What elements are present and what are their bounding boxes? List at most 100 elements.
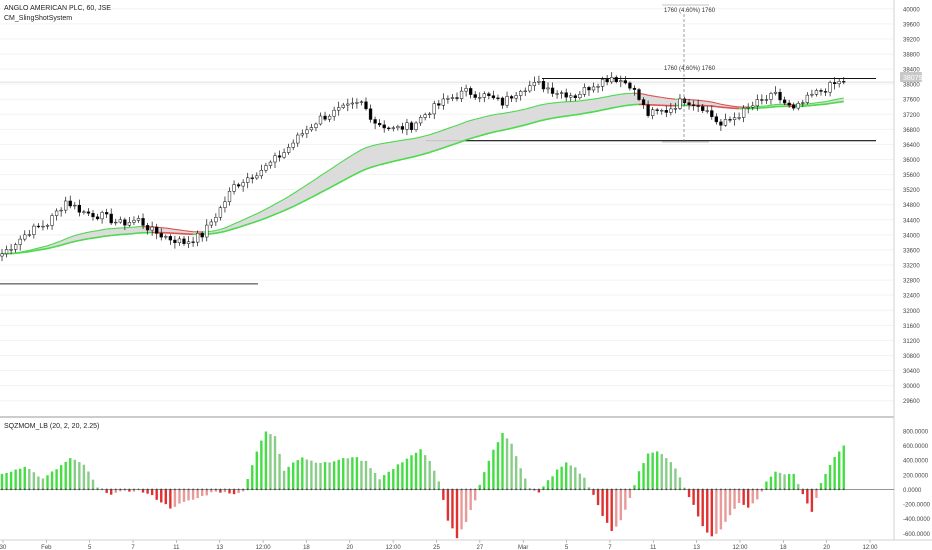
candle-body <box>546 87 550 90</box>
momentum-bar <box>201 489 204 496</box>
candle-body <box>50 215 54 226</box>
ema-slow-segment <box>461 139 467 143</box>
ema-slow-segment <box>370 165 376 169</box>
ema-fast-segment <box>379 142 385 145</box>
price-tick-label: 36800 <box>903 128 920 134</box>
candle-body <box>728 119 732 121</box>
candle-body <box>246 177 250 183</box>
candle-body <box>287 147 291 153</box>
momentum-bar <box>55 469 58 490</box>
momentum-bar <box>501 432 504 490</box>
ema-fast-segment <box>588 98 594 101</box>
momentum-bar <box>842 445 845 490</box>
ema-slow-segment <box>274 211 280 216</box>
momentum-bar <box>128 489 131 492</box>
ema-slow-segment <box>361 168 367 172</box>
momentum-bar <box>778 472 782 490</box>
candle-body <box>191 241 195 243</box>
ema-fast-segment <box>65 236 71 240</box>
ema-slow-segment <box>233 226 239 230</box>
ema-fast-segment <box>607 95 612 98</box>
price-tick-label: 30000 <box>903 384 920 390</box>
ema-fast-segment <box>702 100 708 102</box>
ema-fast-segment <box>420 135 426 138</box>
ema-fast-segment <box>729 105 735 107</box>
momentum-bar <box>519 468 522 490</box>
candle-body <box>255 175 259 179</box>
ema-slow-segment <box>424 151 430 155</box>
price-tick-label: 38800 <box>903 52 920 58</box>
momentum-bar <box>565 462 568 490</box>
horizontal-levels[interactable] <box>0 77 894 285</box>
ema-slow-segment <box>320 189 326 194</box>
momentum-bar <box>437 481 440 490</box>
candle-body <box>723 119 728 126</box>
ema-fast-segment <box>215 228 221 232</box>
momentum-bar <box>269 434 272 490</box>
ema-slow-segment <box>47 246 53 250</box>
momentum-bar <box>578 473 582 490</box>
candle-body <box>405 122 409 130</box>
measure-tool[interactable] <box>662 4 709 143</box>
momentum-bar <box>715 489 718 534</box>
candle-body <box>719 121 723 126</box>
ema-slow-segment <box>211 232 216 235</box>
momentum-bar <box>105 489 108 493</box>
ema-slow-segment <box>365 166 371 170</box>
momentum-bar <box>760 489 764 492</box>
momentum-bar <box>828 465 832 490</box>
ema-fast-segment <box>224 225 230 229</box>
momentum-bar <box>428 460 431 490</box>
momentum-bar <box>587 487 591 490</box>
ema-slow-segment <box>288 205 294 210</box>
momentum-bar <box>483 472 486 490</box>
momentum-bar <box>810 489 814 512</box>
price-scale[interactable]: 40000 39600 39200 38800 38400 38000 37600 37200… <box>903 7 920 405</box>
momentum-bar <box>469 489 472 511</box>
ema-fast-segment <box>543 103 549 106</box>
momentum-bar <box>792 473 795 490</box>
ema-fast-segment <box>666 97 671 100</box>
time-tick-label: 11 <box>650 545 657 550</box>
momentum-bar <box>824 473 827 490</box>
momentum-scale[interactable]: 800.0000 600.0000 400.0000 200.0000 0.0000 -2… <box>903 429 931 537</box>
candle-body <box>619 80 623 82</box>
momentum-bar <box>191 489 195 500</box>
ema-fast-segment <box>38 246 44 249</box>
momentum-bar <box>255 451 258 490</box>
ema-slow-segment <box>79 238 85 242</box>
ema-fast-segment <box>352 151 358 156</box>
ema-fast-segment <box>456 123 462 126</box>
ema-slow-segment <box>97 235 103 239</box>
price-tick-label: 29600 <box>903 399 920 405</box>
candle-body <box>459 90 464 99</box>
ema-slow-segment <box>306 196 312 201</box>
momentum-tick-label: 200.0000 <box>903 473 929 479</box>
candle-body <box>537 81 541 83</box>
candle-body <box>787 102 791 106</box>
momentum-bar <box>264 431 268 490</box>
momentum-bar <box>683 487 686 490</box>
candle-body <box>337 107 341 111</box>
candle-body <box>687 102 691 105</box>
momentum-bar <box>583 477 586 490</box>
momentum-bar <box>496 442 500 490</box>
ema-fast-segment <box>525 107 530 110</box>
ema-fast-segment <box>839 97 844 100</box>
candle-body <box>432 103 436 115</box>
candle-body <box>305 129 309 134</box>
momentum-bar <box>405 458 409 490</box>
candle-body <box>159 233 163 238</box>
candle-body <box>696 105 700 107</box>
time-scale[interactable]: 30 Feb 5 7 11 13 12:00 18 20 12:00 25 27 Mar 5 7 11 13 12… <box>0 540 878 550</box>
momentum-bar <box>351 457 354 490</box>
ema-fast-segment <box>597 96 603 99</box>
candle-body <box>114 221 118 224</box>
ema-slow-segment <box>829 102 835 105</box>
ema-fast-segment <box>429 132 435 136</box>
ema-slow-segment <box>561 115 567 118</box>
time-tick-label: 12:00 <box>256 545 272 550</box>
time-tick-label: 13 <box>693 545 700 550</box>
momentum-bar <box>687 489 691 498</box>
